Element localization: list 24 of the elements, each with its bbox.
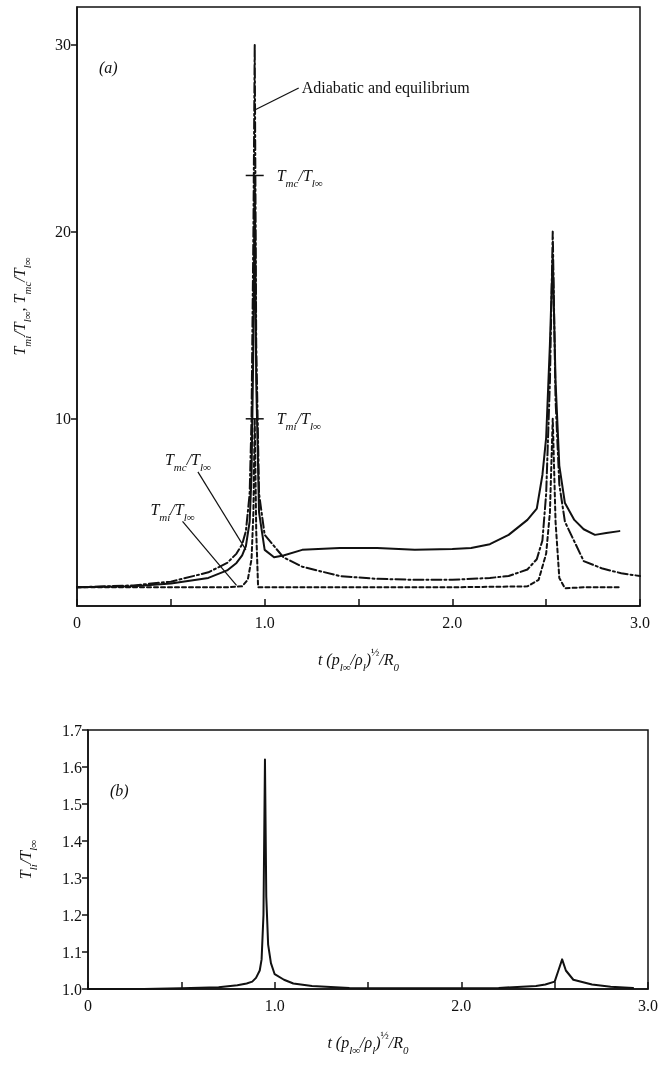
x-tick-label: 1.0 [254,613,275,631]
y-tick-label: 1.0 [62,980,82,998]
y-tick-label: 1.4 [62,832,82,850]
y-tick-label: 1.7 [62,721,82,739]
x-tick-label: 2.0 [451,996,472,1014]
x-tick-label: 2.0 [442,613,463,631]
x-tick-label: 0 [84,996,92,1014]
annotation: (b) [110,781,129,800]
y-tick-label: 1.6 [62,758,82,776]
y-tick-label: 30 [55,35,71,53]
y-tick-label: 1.3 [62,869,82,887]
y-axis-title: Tli/Tl∞ [16,839,39,880]
x-tick-label: 0 [73,613,81,631]
y-tick-label: 1.5 [62,795,82,813]
annotation: Adiabatic and equilibrium [301,79,471,98]
x-tick-label: 3.0 [638,996,658,1014]
y-axis-title: Tmi/Tl∞, Tmc/Tl∞ [10,257,33,356]
x-tick-label: 1.0 [264,996,285,1014]
y-tick-label: 1.2 [62,906,82,924]
y-tick-label: 1.1 [62,943,82,961]
annotation: (a) [99,58,118,77]
x-tick-label: 3.0 [630,613,650,631]
y-tick-label: 20 [55,223,71,241]
y-tick-label: 10 [55,410,71,428]
